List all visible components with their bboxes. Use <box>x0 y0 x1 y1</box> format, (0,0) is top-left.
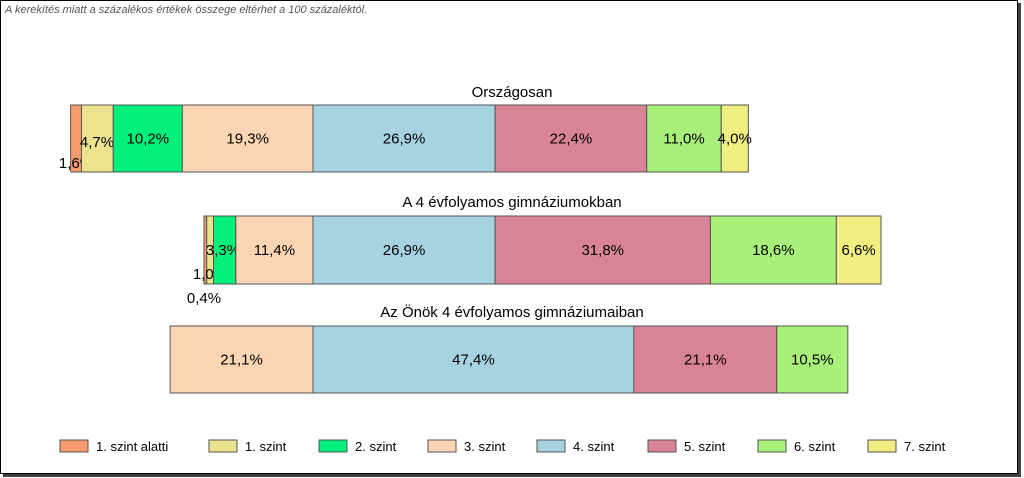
legend-label: 1. szint <box>245 439 287 454</box>
bar-segment <box>312 325 635 394</box>
data-label: 18,6% <box>752 242 795 259</box>
legend-swatch <box>208 439 238 453</box>
rounding-note: A kerekítés miatt a százalékos értékek ö… <box>5 4 368 16</box>
data-label: 0,4% <box>187 290 221 307</box>
data-label: 19,3% <box>226 131 269 148</box>
data-label: 11,4% <box>254 242 295 259</box>
bar-segment <box>235 215 314 285</box>
legend-swatch <box>318 439 348 453</box>
legend-swatch <box>427 439 457 453</box>
data-label: 21,1% <box>684 352 727 369</box>
row-title: A 4 évfolyamos gimnáziumokban <box>402 194 621 211</box>
legend-swatch <box>867 439 897 453</box>
data-label: 21,1% <box>220 352 263 369</box>
data-label: 47,4% <box>452 352 495 369</box>
legend-label: 3. szint <box>464 439 506 454</box>
bar-segment <box>494 104 648 173</box>
data-label: 26,9% <box>383 131 426 148</box>
data-label: 31,8% <box>581 242 624 259</box>
legend-swatch <box>757 439 787 453</box>
bar-segment <box>776 325 849 394</box>
bar-segment <box>835 215 882 285</box>
row-title: Országosan <box>472 84 553 101</box>
data-label: 10,2% <box>127 131 170 148</box>
legend-label: 2. szint <box>355 439 397 454</box>
legend-swatch <box>647 439 677 453</box>
data-label: 4,7% <box>80 134 114 151</box>
bar-segment <box>494 215 711 285</box>
legend-label: 4. szint <box>573 439 615 454</box>
bar-segment <box>112 104 183 173</box>
bar-segment <box>181 104 314 173</box>
bar-segment <box>80 104 114 173</box>
data-label: 3,3% <box>206 242 240 259</box>
bar-segment <box>633 325 778 394</box>
data-label: 22,4% <box>550 131 593 148</box>
bar-segment <box>646 104 722 173</box>
bar-segment <box>709 215 837 285</box>
row-title: Az Önök 4 évfolyamos gimnáziumaiban <box>380 303 643 321</box>
legend-label: 5. szint <box>684 439 726 454</box>
bar-segment <box>169 325 314 394</box>
bar-segment <box>312 215 496 285</box>
data-label: 26,9% <box>383 242 426 259</box>
bar-segment <box>312 104 496 173</box>
legend-label: 7. szint <box>904 439 946 454</box>
legend-label: 1. szint alatti <box>96 439 168 454</box>
data-label: 10,5% <box>791 352 834 369</box>
legend-swatch <box>536 439 566 453</box>
data-label: 4,0% <box>718 131 752 148</box>
bar-segment <box>720 104 749 173</box>
legend-label: 6. szint <box>794 439 836 454</box>
data-label: 6,6% <box>842 242 876 259</box>
data-label: 11,0% <box>663 131 704 148</box>
legend-swatch <box>59 439 89 453</box>
